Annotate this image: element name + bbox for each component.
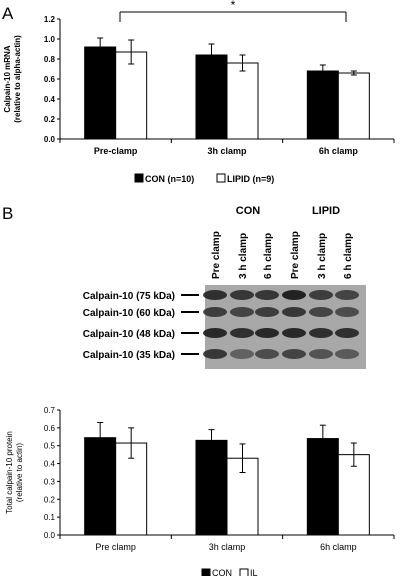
blot-band: [309, 328, 333, 338]
blot-band: [309, 290, 333, 300]
chart-a-bar-con: [84, 46, 117, 140]
lane-label: Pre clamp: [290, 231, 301, 279]
band-labels: Calpain-10 (75 kDa) Calpain-10 (60 kDa) Ca…: [83, 291, 175, 361]
significance-bracket: *: [119, 0, 347, 22]
lane-label: 6 h clamp: [343, 233, 354, 279]
blot-band: [255, 349, 279, 359]
blot-band: [335, 307, 359, 317]
chart-b-category-label: 6h clamp: [320, 542, 357, 552]
blot-band: [230, 328, 254, 338]
panel-a-letter: A: [2, 4, 14, 23]
blot-band: [203, 349, 227, 359]
blot-band: [203, 307, 227, 317]
band-label: Calpain-10 (60 kDa): [83, 308, 175, 319]
legend-b-con-swatch: [201, 568, 211, 576]
chart-b-y-axis-label: (relative to actin): [15, 443, 24, 502]
chart-a-category-label: Pre-clamp: [94, 146, 138, 156]
chart-a-y-tick-label: 1.0: [44, 35, 56, 44]
legend-b-il-label: IL: [250, 568, 258, 576]
legend-a-con-label: CON (n=10): [145, 174, 194, 184]
lane-label: 3 h clamp: [317, 233, 328, 279]
chart-a-category-label: 3h clamp: [207, 146, 247, 156]
legend-b: CON IL: [201, 568, 258, 576]
blot-band: [255, 290, 279, 300]
lane-label: Pre clamp: [211, 231, 222, 279]
chart-b-category-label: 3h clamp: [209, 542, 246, 552]
blot-band: [335, 328, 359, 338]
chart-b-y-tick-label: 0.7: [44, 406, 56, 415]
chart-a-category-label: 6h clamp: [319, 146, 359, 156]
blot-band: [282, 290, 306, 300]
chart-b-y-axis-label: Total calpain-10 protein: [5, 431, 14, 514]
chart-b-bar-lipid: [337, 454, 370, 536]
chart-b-y-tick-label: 0.6: [44, 424, 56, 433]
blot-band: [255, 307, 279, 317]
blot-band: [309, 307, 333, 317]
lane-label: 6 h clamp: [263, 233, 274, 279]
legend-a-con-swatch: [134, 173, 144, 183]
significance-asterisk: *: [231, 0, 236, 12]
legend-a-lipid-swatch: [216, 173, 226, 183]
chart-b-bar-con: [306, 438, 339, 536]
blot-band: [255, 328, 279, 338]
chart-a-bar-con: [306, 70, 339, 140]
blot-band: [335, 290, 359, 300]
blot-band: [230, 290, 254, 300]
chart-a-bar-lipid: [115, 51, 148, 140]
lane-label: 3 h clamp: [238, 233, 249, 279]
legend-b-con-label: CON: [212, 568, 232, 576]
band-label: Calpain-10 (35 kDa): [83, 350, 175, 361]
legend-a-lipid-label: LIPID (n=9): [227, 174, 274, 184]
blot-band: [282, 328, 306, 338]
chart-b-y-tick-label: 0.1: [44, 513, 56, 522]
blot-band: [230, 349, 254, 359]
legend-b-il-swatch: [239, 568, 249, 576]
band-label: Calpain-10 (75 kDa): [83, 291, 175, 302]
chart-b-category-label: Pre clamp: [95, 542, 136, 552]
blot-band: [335, 349, 359, 359]
chart-a-y-tick-label: 0.6: [44, 75, 56, 84]
chart-b-bar-con: [84, 437, 117, 536]
blot-band: [203, 328, 227, 338]
chart-b-bar-con: [195, 439, 228, 536]
chart-a-bar-con: [195, 54, 228, 140]
blot-band: [282, 307, 306, 317]
chart-a-bar-lipid: [337, 72, 370, 140]
legend-a: CON (n=10) LIPID (n=9): [134, 173, 274, 184]
group-label-lipid: LIPID: [312, 205, 340, 217]
blot-band: [203, 290, 227, 300]
blot-band: [282, 349, 306, 359]
chart-b-y-tick-label: 0.5: [44, 442, 56, 451]
band-label: Calpain-10 (48 kDa): [83, 329, 175, 340]
chart-a-y-tick-label: 0.2: [44, 115, 56, 124]
panel-b-letter: B: [2, 204, 13, 223]
chart-b-y-tick-label: 0.3: [44, 477, 56, 486]
chart-a-y-axis-label: (relative to alpha-actin): [13, 35, 22, 123]
chart-a-y-tick-label: 0.4: [44, 95, 56, 104]
chart-b: 0.0 0.1 0.2 0.3 0.4 0.5 0.6 0.7 Pre clamp 3h clam…: [5, 406, 395, 552]
chart-a-y-axis-label: Calpain-10 mRNA: [3, 45, 12, 112]
western-blot: [181, 285, 366, 369]
blot-band: [309, 349, 333, 359]
chart-a-y-tick-label: 1.2: [44, 15, 56, 24]
chart-a: 0.0 0.2 0.4 0.6 0.8 1.0 1.2 Pre-clamp 3h clamp 6h…: [3, 15, 395, 156]
chart-a-y-tick-label: 0.0: [44, 135, 56, 144]
lane-labels: Pre clamp 3 h clamp 6 h clamp Pre clamp 3 h …: [211, 231, 354, 279]
chart-b-y-tick-label: 0.4: [44, 460, 56, 469]
chart-a-bar-lipid: [226, 62, 259, 140]
blot-band: [230, 307, 254, 317]
chart-a-y-tick-label: 0.8: [44, 55, 56, 64]
group-label-con: CON: [236, 205, 261, 217]
chart-b-y-tick-label: 0.0: [44, 531, 56, 540]
chart-b-y-tick-label: 0.2: [44, 495, 56, 504]
